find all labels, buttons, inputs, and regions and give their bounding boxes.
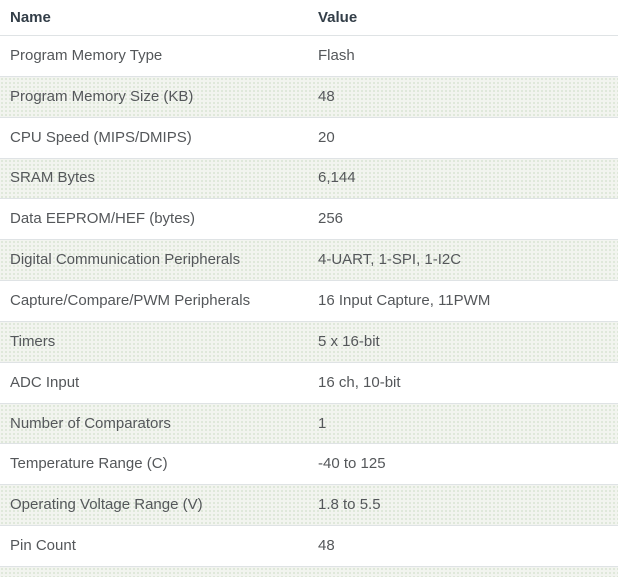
header-name: Name <box>10 8 51 26</box>
row-name-cell: Pin Count <box>10 537 76 555</box>
row-name-cell: Capture/Compare/PWM Peripherals <box>10 291 251 309</box>
row-value-cell: 20 <box>318 128 335 146</box>
table-row: Temperature Range (C) -40 to 125 <box>0 444 618 486</box>
row-name-cell: Timers <box>10 332 56 350</box>
row-value-cell: -40 to 125 <box>318 455 386 473</box>
table-row: Capture/Compare/PWM Peripherals 16 Input… <box>0 281 618 322</box>
row-value-cell: 16 Input Capture, 11PWM <box>318 291 491 309</box>
row-value-cell: 1.8 to 5.5 <box>318 496 381 514</box>
table-row: Number of Comparators 1 <box>0 403 618 445</box>
row-value-cell: Flash <box>318 46 355 64</box>
table-row: Pin Count 48 <box>0 526 618 567</box>
row-name-cell: ADC Input <box>10 373 80 391</box>
row-name-cell: Number of Comparators <box>10 414 171 432</box>
row-value-cell: 48 <box>318 87 335 105</box>
table-header-row: Name Value <box>0 0 618 36</box>
table-row-partial <box>0 566 618 577</box>
row-value-cell: 256 <box>318 210 344 228</box>
row-value-cell: 16 ch, 10-bit <box>318 373 401 391</box>
table-row: SRAM Bytes 6,144 <box>0 158 618 200</box>
header-value: Value <box>318 8 358 26</box>
row-value-cell: 5 x 16-bit <box>318 332 380 350</box>
table-row: Digital Communication Peripherals 4-UART… <box>0 240 618 282</box>
row-name-cell: Digital Communication Peripherals <box>10 251 241 269</box>
table-row: Data EEPROM/HEF (bytes) 256 <box>0 199 618 241</box>
row-name-cell: Program Memory Type <box>10 46 163 64</box>
row-value-cell: 48 <box>318 537 335 555</box>
row-value-cell: 6,144 <box>318 169 356 187</box>
table-row: Timers 5 x 16-bit <box>0 321 618 363</box>
row-name-cell: Program Memory Size (KB) <box>10 87 194 105</box>
table-row: CPU Speed (MIPS/DMIPS) 20 <box>0 117 618 159</box>
table-row: Program Memory Type Flash <box>0 36 618 77</box>
row-name-cell: Temperature Range (C) <box>10 455 168 473</box>
row-name-cell: Operating Voltage Range (V) <box>10 496 203 514</box>
row-name-cell: SRAM Bytes <box>10 169 96 187</box>
row-name-cell: Data EEPROM/HEF (bytes) <box>10 210 196 228</box>
table-row: Program Memory Size (KB) 48 <box>0 76 618 118</box>
row-value-cell: 1 <box>318 414 327 432</box>
row-name-cell: CPU Speed (MIPS/DMIPS) <box>10 128 192 146</box>
table-row: Operating Voltage Range (V) 1.8 to 5.5 <box>0 485 618 527</box>
table-row: ADC Input 16 ch, 10-bit <box>0 362 618 404</box>
row-value-cell: 4-UART, 1-SPI, 1-I2C <box>318 251 462 269</box>
